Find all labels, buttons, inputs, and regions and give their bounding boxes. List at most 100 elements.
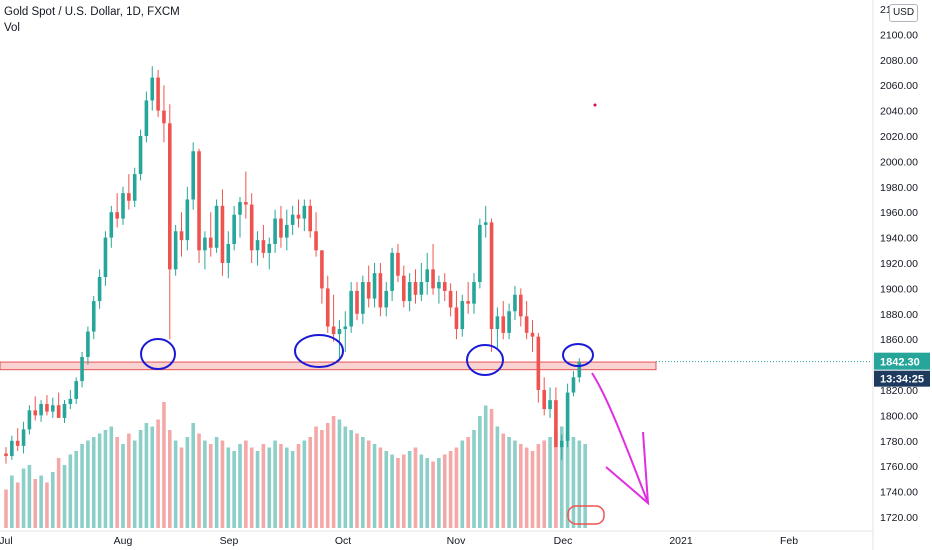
candle-body — [279, 218, 283, 238]
candle-body — [390, 252, 394, 291]
volume-bar — [320, 430, 324, 528]
volume-bar — [156, 419, 160, 528]
volume-bar — [431, 461, 435, 528]
symbol-title[interactable]: Gold Spot / U.S. Dollar, 1D, FXCM — [4, 6, 180, 18]
volume-bar — [249, 447, 254, 528]
volume-bar — [168, 430, 172, 528]
time-tick-label: 2021 — [669, 535, 693, 547]
candle-body — [33, 410, 38, 416]
volume-bar — [559, 426, 564, 528]
candle-body — [565, 392, 570, 441]
price-tick-label: 1720.00 — [880, 512, 918, 524]
volume-bar — [524, 447, 529, 528]
candle-body — [466, 301, 470, 304]
projection-arrow-line[interactable] — [591, 372, 649, 504]
volume-bars — [4, 402, 587, 528]
candle-body — [302, 205, 307, 219]
volume-bar — [162, 402, 166, 528]
volume-bar — [232, 451, 236, 528]
time-tick-label: Aug — [114, 535, 133, 547]
time-tick-label: Jul — [0, 535, 13, 547]
candle-body — [314, 231, 318, 251]
volume-bar — [255, 451, 260, 528]
price-tick-label: 2060.00 — [880, 80, 918, 92]
volume-bar — [132, 440, 137, 528]
candle-body — [536, 336, 541, 390]
volume-bar — [115, 437, 119, 528]
volume-bar — [74, 451, 78, 528]
price-tick-label: 1880.00 — [880, 309, 918, 321]
volume-bar — [454, 447, 459, 528]
candle-body — [249, 204, 254, 251]
volume-bar — [402, 454, 406, 528]
time-axis[interactable]: Jul Aug Sep Oct Nov Dec 2021 Feb — [0, 535, 798, 547]
price-axis[interactable]: 1720.00 1740.00 1760.00 1780.00 1800.00 1820.… — [880, 4, 918, 524]
annotation-circle[interactable] — [140, 338, 176, 370]
candle-body — [320, 250, 324, 289]
volume-bar — [62, 465, 67, 528]
candle-body — [74, 381, 78, 399]
candle-body — [91, 301, 96, 332]
candle-body — [244, 202, 248, 205]
candle-body — [519, 294, 523, 317]
volume-bar — [331, 416, 336, 528]
volume-bar — [302, 440, 307, 528]
annotation-circle[interactable] — [562, 343, 594, 367]
candle-body — [577, 362, 582, 378]
candle-body — [191, 151, 195, 200]
volume-bar — [390, 454, 394, 528]
currency-button[interactable]: USD — [889, 4, 918, 22]
candle-body — [325, 288, 330, 327]
volume-bar — [97, 433, 102, 528]
candle-body — [378, 273, 383, 308]
time-tick-label: Dec — [554, 535, 573, 547]
candle-body — [138, 136, 143, 175]
volume-bar — [185, 437, 190, 528]
volume-bar — [343, 426, 348, 528]
candle-body — [384, 290, 389, 308]
volume-bar — [519, 444, 523, 528]
candle-body — [571, 377, 576, 393]
candle-body — [290, 214, 295, 225]
candle-body — [132, 174, 137, 201]
candle-body — [267, 243, 272, 253]
candle-body — [15, 440, 20, 446]
volume-bar — [285, 447, 289, 528]
candle-body — [442, 282, 447, 291]
volume-bar — [355, 433, 359, 528]
volume-label[interactable]: Vol — [4, 22, 20, 34]
volume-bar — [501, 433, 506, 528]
volume-bar — [103, 430, 108, 528]
price-tick-label: 1980.00 — [880, 182, 918, 194]
volume-bar — [489, 409, 494, 528]
candle-body — [513, 294, 517, 312]
volume-bar — [483, 405, 488, 528]
volume-bar — [86, 440, 90, 528]
candle-body — [232, 214, 236, 244]
volume-bar — [361, 437, 365, 528]
volume-bar — [308, 437, 312, 528]
candle-body — [530, 332, 535, 337]
candle-body — [554, 400, 558, 448]
candle-body — [197, 151, 201, 251]
candle-body — [349, 290, 353, 327]
volume-bar — [261, 444, 266, 528]
volume-bar — [203, 440, 207, 528]
event-marker-icon[interactable] — [567, 505, 605, 525]
volume-bar — [238, 444, 242, 528]
annotation-circle[interactable] — [294, 334, 344, 368]
volume-bar — [583, 444, 587, 528]
candle-body — [179, 231, 184, 241]
candle-body — [337, 329, 342, 335]
volume-bar — [109, 426, 114, 528]
volume-bar — [10, 475, 14, 528]
price-tick-label: 1800.00 — [880, 410, 918, 422]
volume-bar — [15, 482, 20, 528]
price-tick-label: 2000.00 — [880, 156, 918, 168]
annotation-circle[interactable] — [466, 344, 504, 376]
price-tick-label: 1960.00 — [880, 207, 918, 219]
price-tick-label: 1780.00 — [880, 436, 918, 448]
volume-bar — [466, 437, 470, 528]
volume-bar — [267, 447, 272, 528]
